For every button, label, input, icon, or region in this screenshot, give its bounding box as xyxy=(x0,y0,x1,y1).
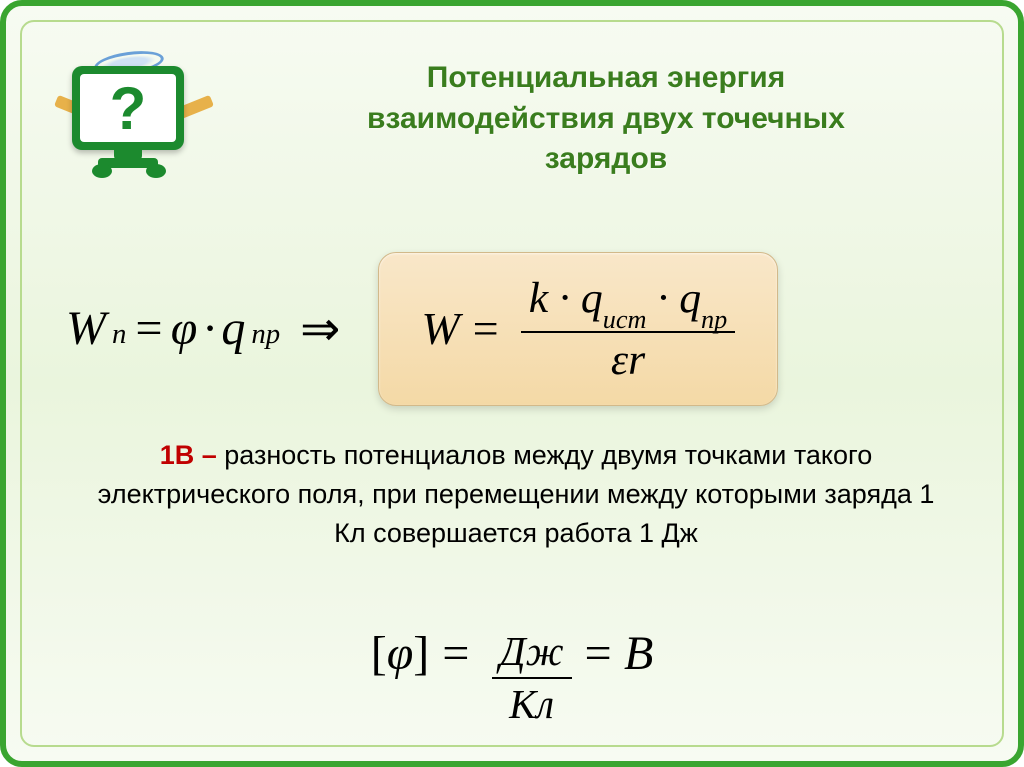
boxed-equals: = xyxy=(470,302,501,355)
var-q-np: q xyxy=(679,274,701,322)
var-r: r xyxy=(628,336,645,384)
right-bracket: ] xyxy=(413,626,429,730)
monitor-screen: ? xyxy=(80,74,176,142)
formula-boxed: W = k · qист · qnp εr xyxy=(378,252,778,406)
var-k: k xyxy=(529,274,548,322)
implies-arrow: ⇒ xyxy=(300,301,340,357)
fraction-denominator: εr xyxy=(603,333,653,387)
var-W: W xyxy=(66,301,106,356)
sub-ist: ист xyxy=(603,305,647,334)
unit-phi: φ xyxy=(387,626,414,730)
dot2: · xyxy=(657,274,668,322)
foot-right xyxy=(146,164,166,178)
slide-frame: ? Потенциальная энергия взаимодействия д… xyxy=(0,0,1024,767)
title-line-1: Потенциальная энергия xyxy=(286,58,926,99)
boxed-fraction: k · qист · qnp εr xyxy=(521,271,736,387)
definition-body: разность потенциалов между двумя точками… xyxy=(98,440,935,548)
slide-title: Потенциальная энергия взаимодействия дву… xyxy=(286,58,926,180)
question-mark-icon: ? xyxy=(110,74,147,143)
var-phi: φ xyxy=(171,301,198,356)
unit-formula: [ φ ] = Дж Кл = В xyxy=(6,626,1018,730)
dot1: · xyxy=(559,274,570,322)
title-line-2: взаимодействия двух точечных xyxy=(286,99,926,140)
foot-left xyxy=(92,164,112,178)
title-line-3: зарядов xyxy=(286,139,926,180)
unit-num: Дж xyxy=(492,626,572,677)
left-bracket: [ xyxy=(371,626,387,730)
boxed-W: W xyxy=(421,302,459,355)
formula-plain: Wn = φ · qnp ⇒ xyxy=(66,301,340,357)
unit-equals-2: = xyxy=(582,626,614,730)
unit-den: Кл xyxy=(501,679,562,730)
equals-sign: = xyxy=(132,301,164,356)
dot-operator: · xyxy=(203,301,215,356)
var-eps: ε xyxy=(611,336,628,384)
sub-np2: np xyxy=(701,305,727,334)
var-q: q xyxy=(221,301,245,356)
question-monitor-icon: ? xyxy=(54,44,204,184)
fraction-numerator: k · qист · qnp xyxy=(521,271,736,331)
monitor-body: ? xyxy=(72,66,184,150)
sub-np: np xyxy=(251,318,280,351)
formula-row: Wn = φ · qnp ⇒ W = k · qист · qnp εr xyxy=(66,252,966,406)
var-q-ist: q xyxy=(581,274,603,322)
sub-n: n xyxy=(112,318,126,351)
definition-lead: 1В – xyxy=(160,440,217,470)
definition-text: 1В – разность потенциалов между двумя то… xyxy=(96,436,936,553)
unit-equals: = xyxy=(439,626,471,730)
unit-result: В xyxy=(624,626,653,730)
unit-fraction: Дж Кл xyxy=(492,626,572,730)
